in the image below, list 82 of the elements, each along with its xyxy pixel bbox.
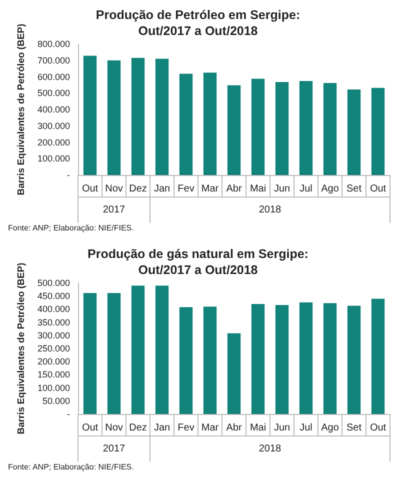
bar <box>83 292 97 414</box>
x-tick-label: Mai <box>250 184 266 194</box>
y-tick-label: 500.000 <box>37 88 70 98</box>
bar <box>155 286 169 414</box>
x-tick-label: Out <box>82 422 98 434</box>
bar <box>131 286 145 414</box>
x-tick-label: Set <box>346 184 362 194</box>
y-tick-label: 300.000 <box>37 120 70 131</box>
bar <box>155 58 169 175</box>
x-tick-label: Ago <box>321 422 340 434</box>
bar <box>107 60 121 175</box>
bar <box>227 85 241 175</box>
x-tick-label: Dez <box>129 184 147 194</box>
bar <box>203 72 217 175</box>
x-tick-label: Mai <box>250 422 266 434</box>
x-tick-label: Out <box>370 422 386 434</box>
bar <box>323 303 337 414</box>
y-tick-label: 500.000 <box>37 278 70 288</box>
text: 2017 <box>102 444 126 454</box>
y-tick-label: - <box>67 170 70 180</box>
x-tick-label: Abr <box>226 422 242 434</box>
x-tick-label: Jan <box>154 184 170 194</box>
bar <box>371 298 385 414</box>
text: 2017 <box>102 204 126 216</box>
y-tick-label: 400.000 <box>37 104 70 114</box>
y-tick-label: 250.000 <box>37 344 70 354</box>
y-tick-label: 700.000 <box>37 55 70 66</box>
y-tick-label: 300.000 <box>37 330 70 340</box>
text: 2018 <box>258 444 282 454</box>
y-tick-label: 100.000 <box>37 154 70 164</box>
x-tick-label: Dez <box>129 422 147 434</box>
bar <box>227 333 241 414</box>
x-tick-label: Jun <box>274 422 290 434</box>
x-tick-label: Fev <box>178 422 194 434</box>
bar <box>83 56 97 175</box>
bar <box>251 78 265 175</box>
x-tick-label: Out <box>82 184 98 194</box>
bar <box>347 306 361 414</box>
bar <box>131 58 145 175</box>
source-note: Fonte: ANP; Elaboração: NIE/FIES. <box>8 224 134 232</box>
bar <box>299 302 313 414</box>
y-tick-label: 150.000 <box>37 370 70 380</box>
y-tick-label: 50.000 <box>42 396 70 406</box>
x-tick-label: Jul <box>300 184 312 194</box>
x-tick-label: Set <box>346 422 362 434</box>
y-tick-label: 100.000 <box>37 382 70 393</box>
bar <box>107 292 121 414</box>
bar <box>371 88 385 175</box>
y-tick-label: - <box>67 409 70 419</box>
x-tick-label: Nov <box>105 422 123 434</box>
source-note: Fonte: ANP; Elaboração: NIE/FIES. <box>8 462 134 472</box>
x-tick-label: Nov <box>105 184 123 194</box>
y-tick-label: 600.000 <box>37 72 70 82</box>
bar <box>275 305 289 414</box>
x-tick-label: Jul <box>300 422 312 434</box>
x-tick-label: Fev <box>178 184 194 194</box>
bar <box>179 307 193 414</box>
bar <box>203 306 217 414</box>
y-tick-label: 200.000 <box>37 356 70 367</box>
x-tick-label: Jan <box>154 422 170 434</box>
x-tick-label: Abr <box>226 184 242 194</box>
y-tick-label: 400.000 <box>37 304 70 314</box>
y-tick-label: 350.000 <box>37 317 70 328</box>
bar <box>275 82 289 175</box>
chart-title: Produção de gás natural em Sergipe: Out/2017 a Out/2018 <box>88 247 308 277</box>
bar <box>347 90 361 175</box>
y-tick-label: 800.000 <box>37 39 70 49</box>
chart-title: Produção de Petróleo em Sergipe: Out/2017 a Out/2018 <box>96 8 300 38</box>
x-tick-label: Mar <box>201 422 220 434</box>
y-axis-title: Barris Equivalentes de Petróleo (BEP) <box>16 24 28 196</box>
bar <box>323 82 337 175</box>
x-tick-label: Jun <box>274 184 290 194</box>
bar <box>179 74 193 175</box>
x-tick-label: Ago <box>321 184 340 194</box>
y-axis-title: Barris Equivalentes de Petróleo (BEP) <box>16 262 28 434</box>
text: 2018 <box>258 204 282 216</box>
y-tick-label: 450.000 <box>37 291 70 302</box>
x-tick-label: Mar <box>201 184 220 194</box>
y-tick-label: 200.000 <box>37 137 70 148</box>
bar <box>251 304 265 414</box>
bar <box>299 81 313 175</box>
x-tick-label: Out <box>370 184 386 194</box>
